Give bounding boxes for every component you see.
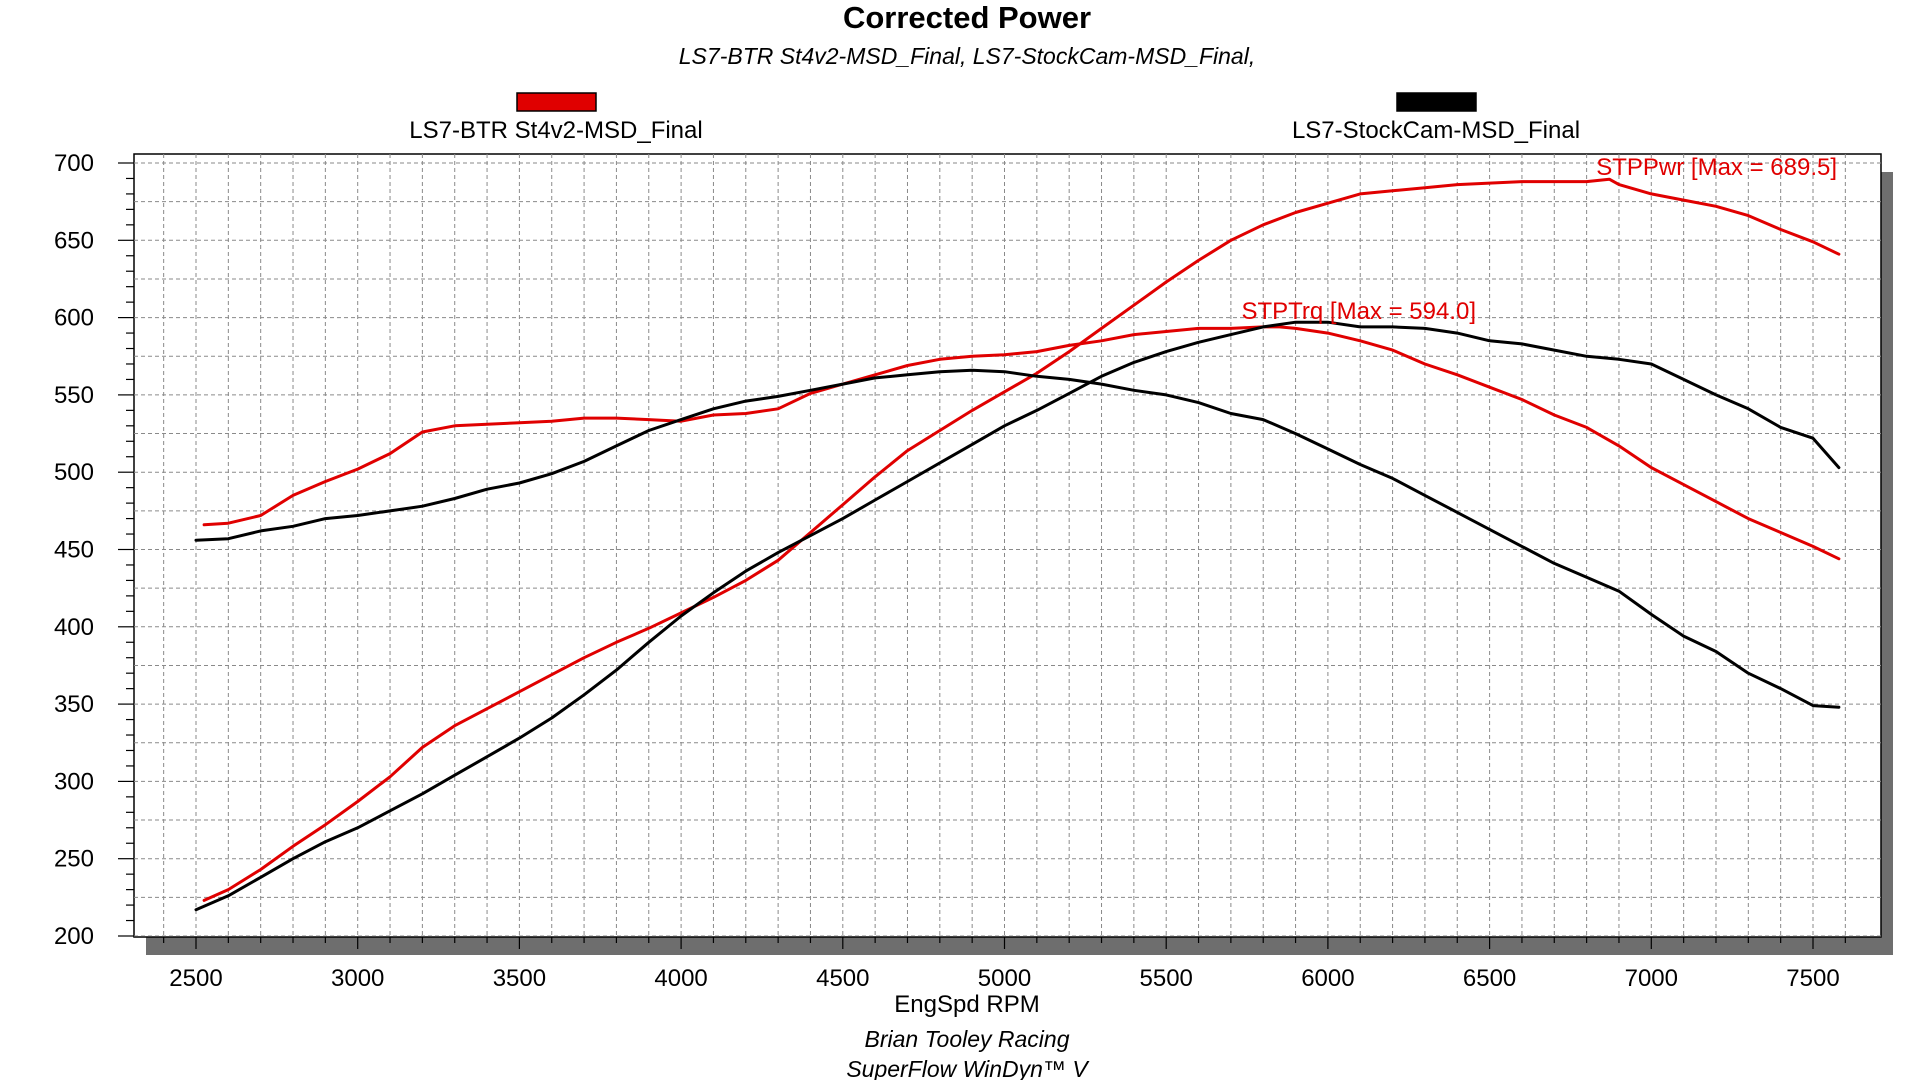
- annotation-max-torque: STPTrq [Max = 594.0]: [1241, 298, 1476, 325]
- x-tick-label: 3000: [331, 965, 384, 992]
- x-tick-label: 4000: [654, 965, 707, 992]
- x-axis-ticks: 2500 3000 3500 4000 4500 5000 5500 6000 6500 7000…: [163, 937, 1846, 992]
- series-line-stockcam-torque: [194, 368, 1841, 709]
- footer-line-2: SuperFlow WinDyn™ V: [846, 1056, 1090, 1080]
- x-tick-label: 3500: [493, 965, 546, 992]
- x-axis-label: EngSpd RPM: [894, 991, 1039, 1018]
- legend-label-stockcam: LS7-StockCam-MSD_Final: [1292, 117, 1580, 144]
- x-tick-label: 4500: [816, 965, 869, 992]
- legend-label-btr: LS7-BTR St4v2-MSD_Final: [409, 117, 702, 144]
- legend-swatch-btr: [516, 92, 597, 112]
- x-tick-label: 7500: [1786, 965, 1839, 992]
- legend: LS7-BTR St4v2-MSD_Final LS7-StockCam-MSD…: [409, 92, 1580, 144]
- series-line-btr-power: [202, 177, 1841, 902]
- x-tick-label: 2500: [169, 965, 222, 992]
- series-line-btr-torque: [202, 325, 1841, 561]
- y-tick-label: 450: [54, 537, 94, 564]
- annotation-max-power: STPPwr [Max = 689.5]: [1596, 154, 1837, 181]
- y-tick-label: 650: [54, 227, 94, 254]
- y-axis-ticks: 200 250 300 350 400 450 500 550 600 650 700: [54, 150, 134, 950]
- x-tick-label: 5500: [1140, 965, 1193, 992]
- chart-subtitle: LS7-BTR St4v2-MSD_Final, LS7-StockCam-MS…: [679, 43, 1255, 69]
- x-tick-label: 6500: [1463, 965, 1516, 992]
- footer-line-1: Brian Tooley Racing: [865, 1026, 1070, 1052]
- x-tick-label: 6000: [1301, 965, 1354, 992]
- plot-area: [133, 153, 1882, 938]
- y-tick-label: 350: [54, 691, 94, 718]
- x-tick-label: 5000: [978, 965, 1031, 992]
- y-tick-label: 400: [54, 614, 94, 641]
- y-tick-label: 600: [54, 305, 94, 332]
- legend-swatch-stockcam: [1396, 92, 1477, 112]
- x-tick-label: 7000: [1625, 965, 1678, 992]
- y-tick-label: 300: [54, 768, 94, 795]
- chart-title: Corrected Power: [843, 0, 1091, 35]
- y-tick-label: 700: [54, 150, 94, 177]
- grid: [134, 154, 1881, 937]
- y-tick-label: 250: [54, 846, 94, 873]
- y-tick-label: 550: [54, 382, 94, 409]
- y-tick-label: 500: [54, 459, 94, 486]
- series-lines: [194, 177, 1841, 912]
- series-line-stockcam-power: [194, 320, 1841, 912]
- y-tick-label: 200: [54, 923, 94, 950]
